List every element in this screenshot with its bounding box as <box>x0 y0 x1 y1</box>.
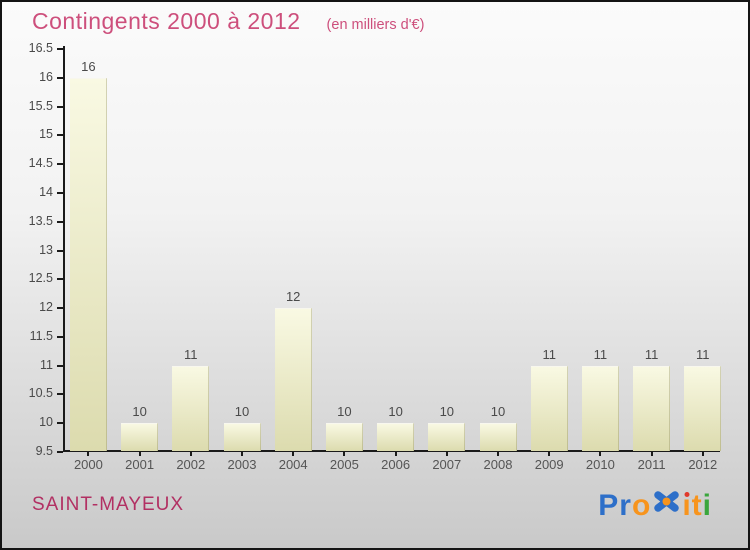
x-tick-label: 2001 <box>125 457 155 472</box>
y-tick <box>57 364 63 367</box>
logo-letter: ı <box>682 489 692 522</box>
y-tick-label: 15.5 <box>28 98 53 113</box>
y-axis <box>63 46 65 452</box>
y-tick-label: 9.5 <box>35 444 53 458</box>
x-tick <box>189 452 192 456</box>
bar-value-label: 11 <box>542 346 556 362</box>
bar-value-label: 10 <box>234 404 250 420</box>
x-tick-label: 2005 <box>329 457 359 472</box>
bar-value-label: 10 <box>439 404 455 420</box>
y-tick-label: 12 <box>39 300 53 315</box>
bar <box>325 423 363 451</box>
y-tick <box>57 249 63 252</box>
x-tick <box>87 452 90 456</box>
location-label: SAINT-MAYEUX <box>32 494 185 515</box>
x-tick-label: 2010 <box>585 457 615 472</box>
bar-value-label: 12 <box>285 289 301 305</box>
page-subtitle: (en milliers d'€) <box>326 17 425 33</box>
x-tick <box>650 452 653 456</box>
y-tick-label: 10 <box>39 415 53 430</box>
y-tick-label: 16.5 <box>28 41 53 55</box>
logo-letter: i <box>702 489 712 522</box>
x-mark-icon <box>654 491 680 512</box>
x-tick-label: 2011 <box>637 457 666 472</box>
x-tick-label: 2006 <box>381 457 411 472</box>
x-tick-label: 2004 <box>278 457 308 472</box>
bar-value-label: 11 <box>644 346 659 362</box>
bar <box>69 77 107 451</box>
y-tick-label: 12.5 <box>28 271 53 286</box>
bar-value-label: 11 <box>696 346 710 362</box>
bar-value-label: 11 <box>184 346 198 362</box>
bar <box>223 423 261 451</box>
bar-value-label: 10 <box>132 404 147 420</box>
bar <box>530 365 568 451</box>
page-title: Contingents 2000 à 2012 <box>32 8 301 34</box>
y-tick <box>57 48 63 50</box>
x-tick-label: 2008 <box>483 457 513 472</box>
y-tick-label: 10.5 <box>28 386 53 401</box>
bar-value-label: 11 <box>593 346 608 362</box>
x-tick <box>292 452 295 456</box>
y-tick <box>57 335 63 338</box>
y-tick-label: 13.5 <box>28 213 53 228</box>
y-tick <box>57 191 63 194</box>
x-tick <box>241 452 243 456</box>
bar-value-label: 10 <box>337 404 352 420</box>
x-tick <box>497 452 499 456</box>
bar <box>633 365 671 451</box>
bar <box>121 423 159 451</box>
bar <box>581 365 619 451</box>
plot-area: 9.5 10 10.5 11 11.5 12 12.5 13 13.5 14 14.5 15 15.5 1… <box>29 41 722 472</box>
x-tick <box>394 452 397 456</box>
y-tick <box>57 220 63 223</box>
x-tick <box>138 452 141 456</box>
y-tick <box>57 163 63 166</box>
x-axis <box>63 450 720 452</box>
x-tick-label: 2012 <box>688 457 718 472</box>
bar <box>684 365 722 451</box>
y-tick <box>57 105 63 108</box>
bar-value-label: 16 <box>81 58 96 74</box>
y-tick <box>57 134 63 137</box>
bar-value-label: 10 <box>388 404 403 420</box>
y-tick-label: 14.5 <box>28 156 53 171</box>
y-tick-label: 11 <box>40 357 53 372</box>
y-tick <box>57 393 63 396</box>
y-tick-label: 16 <box>39 69 53 84</box>
logo-letter: o <box>631 489 652 522</box>
y-tick-label: 15 <box>39 127 53 142</box>
x-tick-label: 2000 <box>73 457 103 472</box>
bar <box>274 308 312 451</box>
y-tick-label: 13 <box>39 242 53 257</box>
y-tick <box>57 451 63 453</box>
x-tick-label: 2002 <box>176 457 206 472</box>
bar-value-label: 10 <box>490 404 506 420</box>
y-tick-label: 14 <box>39 184 53 199</box>
logo-letter: P <box>598 489 620 522</box>
chart-header: Contingents 2000 à 2012 (en milliers d'€… <box>32 8 424 35</box>
logo-letter: t <box>691 489 703 522</box>
bar <box>479 423 517 451</box>
x-tick-label: 2009 <box>534 457 564 472</box>
y-tick <box>57 422 63 425</box>
bar <box>428 423 466 451</box>
y-tick <box>57 76 63 79</box>
y-tick-label: 11.5 <box>29 328 53 343</box>
logo-letter: r <box>619 489 632 522</box>
x-tick <box>701 452 704 456</box>
x-tick-label: 2003 <box>227 457 257 472</box>
bar <box>377 423 415 451</box>
x-tick <box>445 452 448 456</box>
x-tick <box>548 452 551 456</box>
y-tick <box>57 307 63 310</box>
bar <box>172 365 210 451</box>
x-tick-label: 2007 <box>432 457 462 472</box>
y-tick <box>57 278 63 281</box>
x-tick <box>599 452 602 456</box>
x-tick <box>343 452 346 456</box>
